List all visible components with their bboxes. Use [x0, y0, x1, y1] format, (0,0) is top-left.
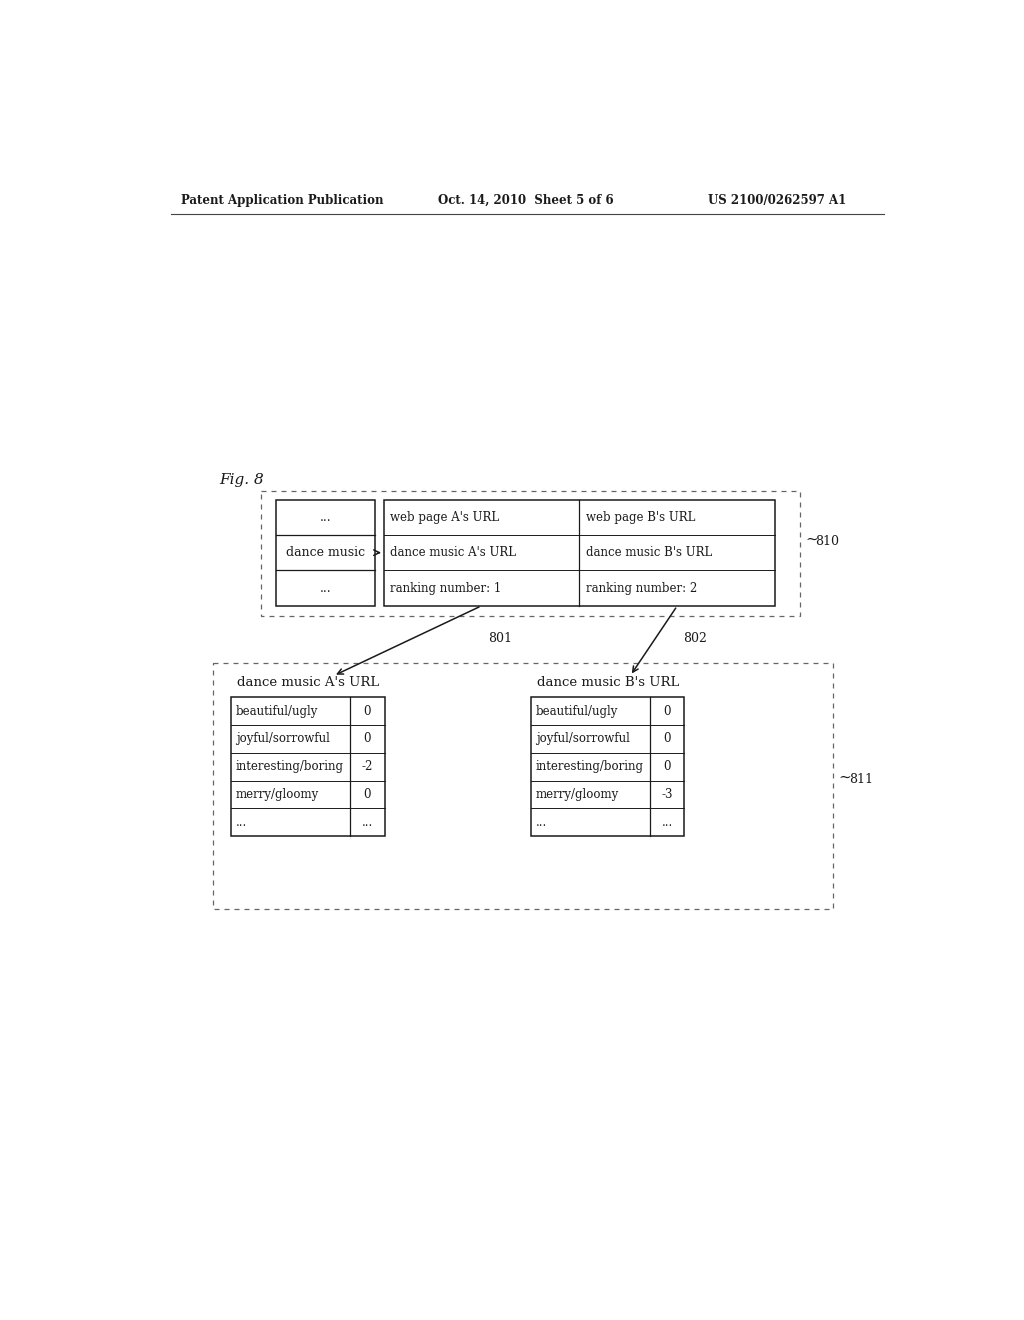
Text: ∼: ∼ [839, 771, 851, 785]
Text: merry/gloomy: merry/gloomy [236, 788, 318, 801]
Text: 802: 802 [683, 631, 708, 644]
Text: ...: ... [319, 511, 332, 524]
Text: ...: ... [319, 582, 332, 594]
Bar [276, 499, 375, 606]
Text: dance music A's URL: dance music A's URL [390, 546, 516, 560]
Text: 811: 811 [849, 774, 872, 787]
Text: ...: ... [361, 816, 373, 829]
Text: Oct. 14, 2010  Sheet 5 of 6: Oct. 14, 2010 Sheet 5 of 6 [438, 194, 613, 207]
Bar [231, 697, 385, 836]
Text: Patent Application Publication: Patent Application Publication [180, 194, 383, 207]
Bar [384, 499, 775, 606]
Text: US 2100/0262597 A1: US 2100/0262597 A1 [708, 194, 846, 207]
Text: 0: 0 [364, 788, 371, 801]
Text: 801: 801 [487, 631, 512, 644]
Text: ...: ... [662, 816, 673, 829]
Text: dance music B's URL: dance music B's URL [586, 546, 712, 560]
Bar [261, 491, 800, 615]
Text: 810: 810 [815, 535, 840, 548]
Text: 0: 0 [364, 705, 371, 718]
Text: ...: ... [536, 816, 547, 829]
Text: -3: -3 [662, 788, 673, 801]
Text: 0: 0 [664, 733, 671, 746]
Text: beautiful/ugly: beautiful/ugly [536, 705, 618, 718]
Bar [213, 663, 834, 909]
Text: ...: ... [236, 816, 247, 829]
Text: joyful/sorrowful: joyful/sorrowful [236, 733, 330, 746]
Text: ∼: ∼ [805, 532, 818, 546]
Text: Fig. 8: Fig. 8 [219, 473, 264, 487]
Text: 0: 0 [364, 733, 371, 746]
Text: interesting/boring: interesting/boring [536, 760, 644, 774]
Text: ranking number: 2: ranking number: 2 [586, 582, 697, 594]
Bar [531, 697, 684, 836]
Text: dance music B's URL: dance music B's URL [537, 676, 679, 689]
Text: -2: -2 [361, 760, 373, 774]
Text: web page B's URL: web page B's URL [586, 511, 695, 524]
Text: web page A's URL: web page A's URL [390, 511, 499, 524]
Text: beautiful/ugly: beautiful/ugly [236, 705, 318, 718]
Text: interesting/boring: interesting/boring [236, 760, 344, 774]
Text: merry/gloomy: merry/gloomy [536, 788, 618, 801]
Text: ranking number: 1: ranking number: 1 [390, 582, 501, 594]
Text: 0: 0 [664, 760, 671, 774]
Text: dance music: dance music [286, 546, 366, 560]
Text: dance music A's URL: dance music A's URL [237, 676, 379, 689]
Text: 0: 0 [664, 705, 671, 718]
Text: joyful/sorrowful: joyful/sorrowful [536, 733, 630, 746]
